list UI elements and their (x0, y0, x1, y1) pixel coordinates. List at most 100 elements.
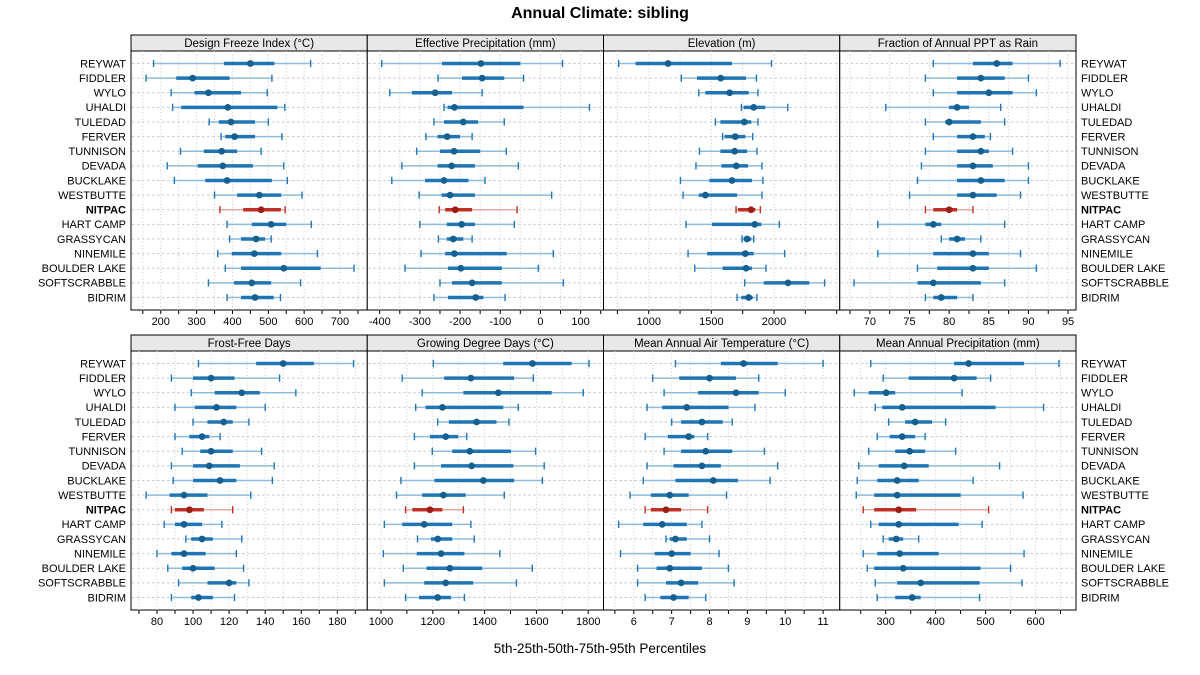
median-dot (732, 389, 740, 397)
percentile-series (177, 579, 250, 587)
percentile-series (402, 564, 533, 572)
x-tick-label: 500 (976, 616, 994, 628)
x-tick-label: 300 (877, 616, 895, 628)
median-dot (180, 491, 188, 499)
site-label-right: TUNNISON (1081, 146, 1139, 158)
site-label-right: FIDDLER (1081, 73, 1128, 85)
median-dot (668, 550, 676, 558)
median-dot (977, 74, 985, 82)
median-dot (252, 235, 260, 243)
median-dot (472, 294, 480, 301)
median-dot (728, 177, 736, 184)
percentile-series (437, 418, 510, 426)
percentile-series (213, 191, 303, 199)
median-dot (977, 147, 985, 155)
percentile-series (197, 359, 355, 368)
x-tick-label: 85 (983, 316, 995, 328)
x-tick-label: 140 (256, 616, 274, 628)
site-label-left: NITPAC (86, 505, 126, 517)
percentile-series (431, 447, 537, 455)
median-dot (213, 403, 220, 411)
percentile-series (437, 235, 473, 243)
percentile-series (617, 520, 703, 528)
median-dot (899, 564, 907, 572)
percentile-series (695, 162, 763, 170)
median-dot (898, 433, 906, 441)
x-tick-label: 100 (571, 316, 589, 328)
percentile-series (870, 359, 1060, 368)
median-dot (195, 594, 202, 601)
percentile-series (663, 447, 766, 455)
site-label-right: UHALDI (1081, 102, 1121, 114)
percentile-series (170, 593, 236, 602)
x-tick-label: 1000 (636, 316, 660, 328)
percentile-series (413, 433, 468, 441)
percentile-series (163, 520, 223, 528)
percentile-series (619, 550, 720, 558)
percentile-series (381, 59, 564, 68)
site-label-right: REYWAT (1081, 58, 1127, 70)
x-tick-label: 200 (152, 316, 170, 328)
site-label-right: BUCKLAKE (1081, 175, 1140, 187)
median-dot (895, 506, 903, 514)
percentile-series (882, 535, 920, 543)
percentile-series (400, 476, 544, 485)
site-label-left: HART CAMP (62, 219, 126, 231)
percentile-series (698, 147, 758, 155)
percentile-series (439, 279, 565, 287)
panel: Growing Degree Days (°C) 1000 1200 1400 1600… (366, 334, 604, 628)
percentile-series (418, 191, 553, 199)
site-label-right: BOULDER LAKE (1081, 263, 1165, 275)
percentile-series (190, 389, 297, 397)
percentile-series (391, 176, 486, 185)
site-label-right: WESTBUTTE (1081, 190, 1149, 202)
x-tick-label: 8 (706, 616, 712, 628)
median-dot (666, 564, 674, 572)
median-dot (658, 520, 666, 528)
median-dot (180, 550, 188, 558)
percentile-series (228, 235, 272, 243)
site-label-left: TULEDAD (75, 417, 126, 429)
site-label-right: FERVER (1081, 131, 1125, 143)
median-dot (965, 360, 973, 367)
percentile-series (674, 359, 824, 368)
median-dot (969, 162, 977, 170)
median-dot (666, 491, 674, 499)
percentile-series (924, 147, 1014, 155)
percentile-series (170, 374, 281, 382)
percentile-series (858, 462, 1001, 470)
median-dot (437, 550, 445, 558)
site-label-left: UHALDI (86, 102, 126, 114)
percentile-series (920, 162, 1030, 170)
percentile-series (853, 389, 963, 397)
median-dot (189, 74, 197, 82)
panel-strip-title: Mean Annual Precipitation (mm) (876, 338, 1040, 350)
percentile-series (932, 133, 992, 141)
percentile-series (680, 74, 758, 82)
median-dot (664, 60, 672, 67)
median-dot (743, 235, 751, 243)
site-label-right: WESTBUTTE (1081, 490, 1149, 502)
median-dot (945, 206, 953, 214)
percentile-series (179, 147, 262, 155)
median-dot (698, 462, 706, 470)
x-tick-label: 500 (259, 316, 277, 328)
percentile-series (685, 220, 781, 228)
site-label-left: DEVADA (82, 161, 127, 173)
x-tick-label: 11 (817, 616, 828, 628)
percentile-series (401, 374, 534, 382)
median-dot (198, 535, 206, 543)
percentile-series (401, 162, 520, 170)
median-dot (251, 294, 259, 301)
median-dot (908, 594, 916, 601)
percentile-series (866, 564, 1012, 572)
panel: Fraction of Annual PPT as Rain 70 75 80 85 90… (839, 34, 1077, 328)
panel-strip-title: Design Freeze Index (°C) (184, 38, 314, 50)
site-label-left: SOFTSCRABBLE (38, 578, 126, 590)
site-label-right: TUNNISON (1081, 446, 1139, 458)
x-tick-label: 6 (631, 616, 637, 628)
median-dot (969, 191, 977, 199)
median-dot (662, 506, 670, 514)
percentile-series (170, 506, 234, 514)
